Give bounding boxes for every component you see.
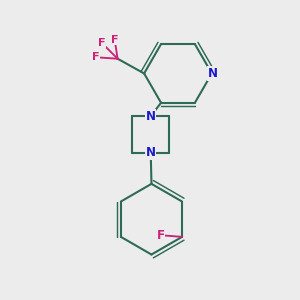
Text: F: F — [92, 52, 99, 62]
Text: N: N — [146, 146, 156, 159]
Text: F: F — [111, 34, 118, 45]
Text: F: F — [157, 229, 165, 242]
Text: F: F — [98, 38, 105, 47]
Text: N: N — [146, 110, 156, 123]
Text: N: N — [208, 67, 218, 80]
